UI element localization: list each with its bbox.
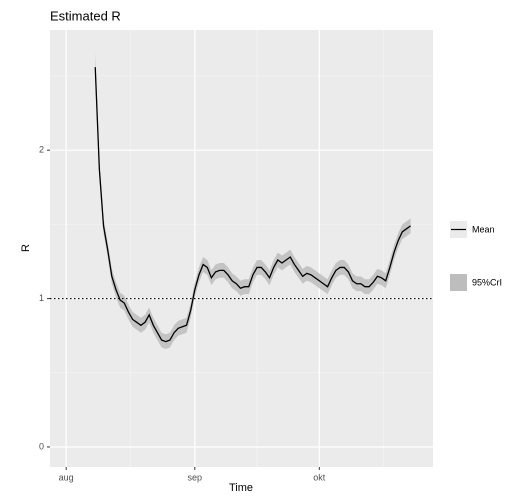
- legend-label: Mean: [472, 224, 495, 234]
- plot-panel: [50, 30, 433, 467]
- legend-label: 95%CrI: [472, 277, 502, 287]
- x-tick-label: aug: [59, 472, 74, 482]
- y-tick-label: 0: [39, 441, 44, 451]
- x-tick-label: sep: [188, 472, 203, 482]
- mean-line: [94, 67, 411, 343]
- y-tick-label: 1: [39, 293, 44, 303]
- chart-title: Estimated R: [50, 8, 121, 23]
- y-axis-label: R: [20, 244, 32, 252]
- x-axis-label: Time: [229, 482, 253, 494]
- y-tick-label: 2: [39, 145, 44, 155]
- x-tick-label: okt: [313, 472, 326, 482]
- legend-key: [450, 274, 467, 291]
- credible-band: [95, 52, 411, 350]
